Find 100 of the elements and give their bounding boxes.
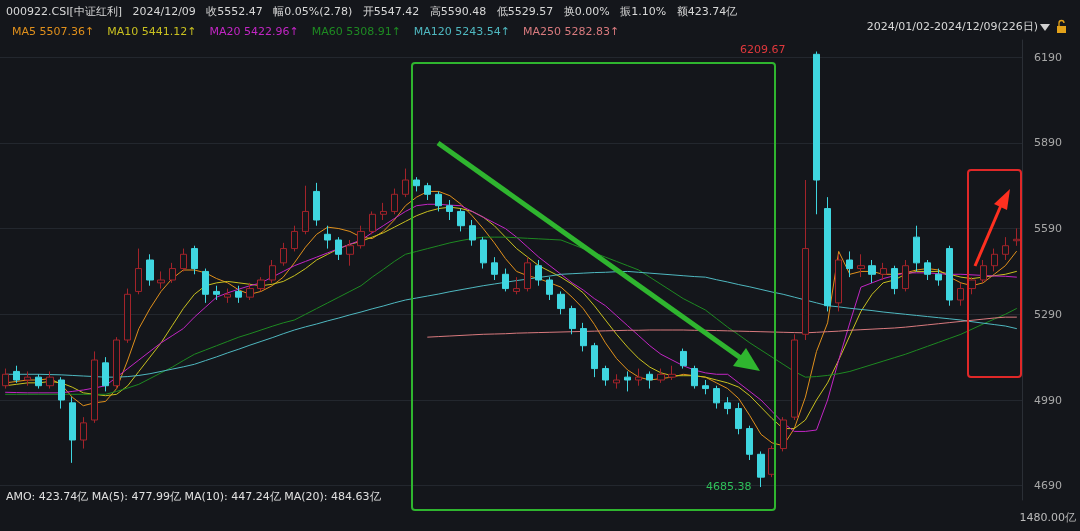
candlestick [102, 356, 109, 392]
y-tick-label: 4690 [1034, 479, 1062, 493]
candlestick [357, 225, 365, 250]
candlestick [202, 268, 209, 304]
text: MA120 5243.54↑ [413, 24, 511, 38]
candlestick [613, 373, 620, 390]
candlestick [713, 385, 720, 410]
y-tick-label: 4990 [1034, 393, 1062, 407]
candlestick [791, 333, 798, 421]
text: MA250 5282.83↑ [523, 24, 620, 38]
annotation: AMO: 423.74亿 MA(5): 477.99亿 MA(10): 447.24亿 MA(20): 484.63亿 [6, 490, 381, 503]
candlestick [402, 168, 409, 198]
candlestick [846, 250, 853, 278]
text: MA10 5441.12↑ [107, 24, 197, 38]
candlestick [502, 268, 509, 292]
candlestick [702, 379, 709, 395]
text: MA20 5422.96↑ [209, 24, 299, 38]
candlestick [591, 342, 598, 378]
candlestick [757, 450, 765, 488]
candlestick [113, 336, 120, 390]
candlestick [2, 368, 9, 390]
candlestick [857, 253, 865, 278]
line-series [5, 236, 1017, 395]
candlestick [646, 370, 653, 390]
candlestick [69, 396, 76, 464]
candlestick [135, 248, 142, 295]
candlestick [180, 248, 187, 272]
candlestick [935, 268, 942, 287]
candlestick [668, 365, 676, 381]
candlestick [602, 365, 609, 387]
candlestick [413, 176, 420, 192]
candlestick [813, 51, 820, 215]
candlestick [513, 276, 520, 295]
candlestick [157, 270, 165, 290]
candlestick [746, 425, 753, 461]
candlestick [902, 259, 909, 292]
candlestick [1013, 227, 1020, 247]
candlestick [657, 368, 665, 384]
y-tick-label: 5590 [1034, 222, 1062, 236]
candlestick [835, 253, 842, 312]
candlestick [269, 259, 276, 284]
candlestick [635, 368, 642, 387]
candlestick [369, 210, 376, 235]
candlestick [324, 225, 331, 250]
candlestick [235, 285, 242, 304]
candlestick [991, 248, 998, 272]
candlestick [924, 259, 931, 281]
candlestick [780, 416, 787, 452]
y-tick-label: 5890 [1034, 136, 1062, 150]
candlestick [346, 239, 354, 267]
candlestick [802, 179, 809, 341]
candlestick [824, 196, 831, 312]
text: 000922.CSI[中证红利] 2024/12/09 收5552.47 幅0.05%(2.78) 开5547.42 高5590.48 低5529.57 换0.00% 振1.10% 额423.74亿 [6, 5, 738, 18]
candlestick [946, 245, 953, 307]
candlestick [146, 253, 154, 287]
candlestick [58, 376, 65, 410]
candlestick [446, 199, 453, 221]
candlestick [291, 225, 298, 252]
candlestick [469, 219, 476, 247]
candlestick [913, 225, 920, 272]
candlestick [313, 182, 320, 227]
candlestick [191, 245, 198, 275]
candlestick [880, 262, 887, 281]
candlestick [35, 373, 42, 390]
candlestick [557, 290, 565, 315]
candlestick [1002, 236, 1009, 261]
candlestick [169, 262, 176, 284]
text: 2024/01/02-2024/12/09(226日) [866, 20, 1039, 33]
y-tick-label: 6190 [1034, 50, 1062, 64]
candlestick [624, 370, 631, 392]
candlestick [224, 288, 231, 304]
candlestick [569, 305, 576, 335]
candlestick [280, 242, 287, 267]
candlestick [302, 185, 309, 235]
candlestick [980, 259, 987, 284]
candlestick [124, 288, 131, 344]
candlestick [535, 259, 542, 287]
candlestick [868, 259, 876, 284]
candlestick [735, 402, 742, 435]
candlestick [424, 182, 431, 201]
candlestick [480, 236, 487, 270]
candlestick [891, 265, 898, 295]
text: 1480.00亿 [1019, 511, 1077, 524]
candlestick [380, 202, 387, 221]
candlestick [680, 348, 687, 370]
line-series [427, 316, 1017, 338]
candlestick [246, 282, 254, 301]
candlestick [80, 416, 87, 450]
candlestick [335, 236, 342, 261]
candlestick [691, 365, 698, 390]
candlestick [91, 350, 98, 424]
candlestick [435, 190, 442, 212]
candlestick [46, 370, 54, 390]
candlestick [24, 370, 31, 387]
y-tick-label: 5290 [1034, 307, 1062, 321]
candlestick [724, 396, 731, 415]
text: MA5 5507.36↑ [12, 24, 95, 38]
text: MA60 5308.91↑ [311, 24, 401, 38]
candlestick [213, 285, 220, 301]
candlestick [13, 365, 20, 384]
